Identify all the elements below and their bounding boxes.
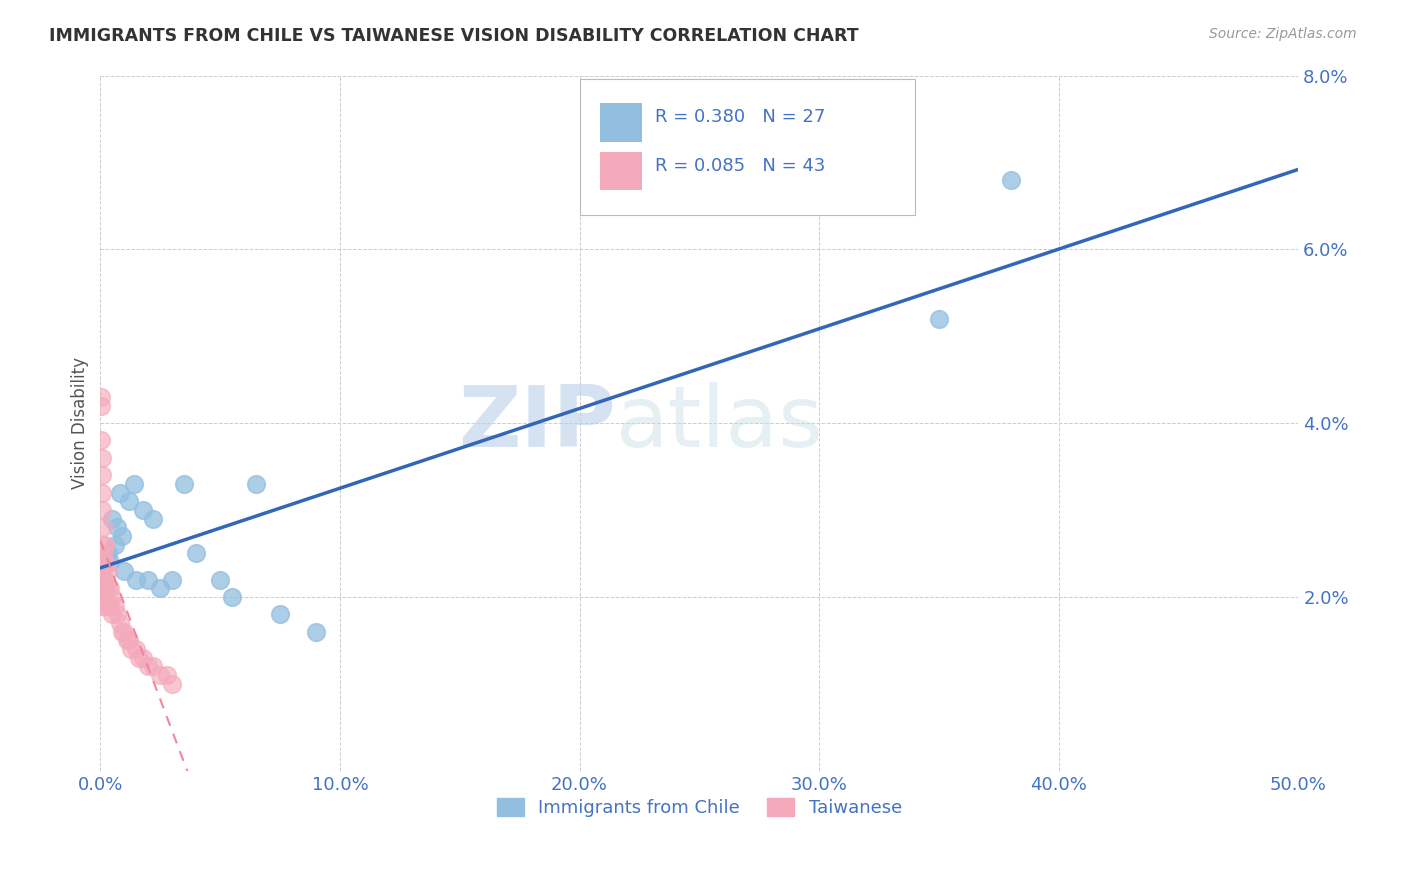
Point bbox=[90, 390, 112, 404]
Point bbox=[104, 599, 127, 613]
Point bbox=[132, 650, 155, 665]
Point bbox=[149, 581, 172, 595]
Point bbox=[91, 590, 114, 604]
Point bbox=[98, 555, 121, 569]
Legend: Immigrants from Chile, Taiwanese: Immigrants from Chile, Taiwanese bbox=[489, 790, 910, 824]
FancyBboxPatch shape bbox=[600, 103, 643, 142]
Point bbox=[112, 564, 135, 578]
Point bbox=[94, 573, 117, 587]
Text: IMMIGRANTS FROM CHILE VS TAIWANESE VISION DISABILITY CORRELATION CHART: IMMIGRANTS FROM CHILE VS TAIWANESE VISIO… bbox=[49, 27, 859, 45]
Point bbox=[94, 555, 117, 569]
FancyBboxPatch shape bbox=[579, 79, 915, 215]
Point bbox=[269, 607, 291, 622]
Point bbox=[98, 581, 121, 595]
Text: Source: ZipAtlas.com: Source: ZipAtlas.com bbox=[1209, 27, 1357, 41]
Point bbox=[118, 494, 141, 508]
Point bbox=[91, 485, 114, 500]
Point bbox=[90, 399, 112, 413]
Point bbox=[91, 599, 114, 613]
Point bbox=[91, 555, 114, 569]
Point bbox=[108, 615, 131, 630]
Point bbox=[91, 520, 114, 534]
Point bbox=[90, 468, 112, 483]
Point bbox=[91, 538, 114, 552]
Point bbox=[160, 573, 183, 587]
Point bbox=[96, 546, 118, 560]
Point bbox=[94, 538, 117, 552]
Text: R = 0.380   N = 27: R = 0.380 N = 27 bbox=[655, 108, 825, 127]
Point bbox=[101, 590, 124, 604]
Point bbox=[186, 546, 208, 560]
Point bbox=[105, 520, 128, 534]
Point bbox=[142, 511, 165, 525]
Point bbox=[115, 633, 138, 648]
Point bbox=[91, 573, 114, 587]
Point bbox=[96, 599, 118, 613]
Point bbox=[136, 659, 159, 673]
Text: R = 0.085   N = 43: R = 0.085 N = 43 bbox=[655, 157, 825, 175]
Point bbox=[128, 650, 150, 665]
Point bbox=[928, 311, 950, 326]
Point bbox=[96, 564, 118, 578]
Point bbox=[98, 599, 121, 613]
Point bbox=[173, 477, 195, 491]
Point bbox=[91, 573, 114, 587]
Point bbox=[136, 573, 159, 587]
Point bbox=[156, 668, 179, 682]
Point bbox=[125, 573, 148, 587]
Text: ZIP: ZIP bbox=[458, 382, 616, 465]
Point bbox=[160, 677, 183, 691]
Point bbox=[221, 590, 243, 604]
Point bbox=[91, 581, 114, 595]
Point bbox=[142, 659, 165, 673]
Point bbox=[94, 599, 117, 613]
Point bbox=[90, 434, 112, 448]
Point bbox=[305, 624, 328, 639]
Point bbox=[104, 538, 127, 552]
Point bbox=[245, 477, 267, 491]
Text: atlas: atlas bbox=[616, 382, 824, 465]
Point bbox=[94, 581, 117, 595]
Point bbox=[101, 511, 124, 525]
Point bbox=[111, 624, 134, 639]
Point bbox=[209, 573, 232, 587]
Point bbox=[91, 503, 114, 517]
Point bbox=[1000, 173, 1022, 187]
Point bbox=[90, 450, 112, 465]
Point bbox=[121, 642, 143, 657]
Y-axis label: Vision Disability: Vision Disability bbox=[72, 357, 89, 489]
Point bbox=[112, 624, 135, 639]
Point bbox=[149, 668, 172, 682]
FancyBboxPatch shape bbox=[600, 152, 643, 190]
Point bbox=[101, 607, 124, 622]
Point bbox=[105, 607, 128, 622]
Point bbox=[132, 503, 155, 517]
Point bbox=[108, 485, 131, 500]
Point bbox=[111, 529, 134, 543]
Point bbox=[122, 477, 145, 491]
Point bbox=[125, 642, 148, 657]
Point bbox=[96, 581, 118, 595]
Point bbox=[91, 564, 114, 578]
Point bbox=[118, 633, 141, 648]
Point bbox=[91, 546, 114, 560]
